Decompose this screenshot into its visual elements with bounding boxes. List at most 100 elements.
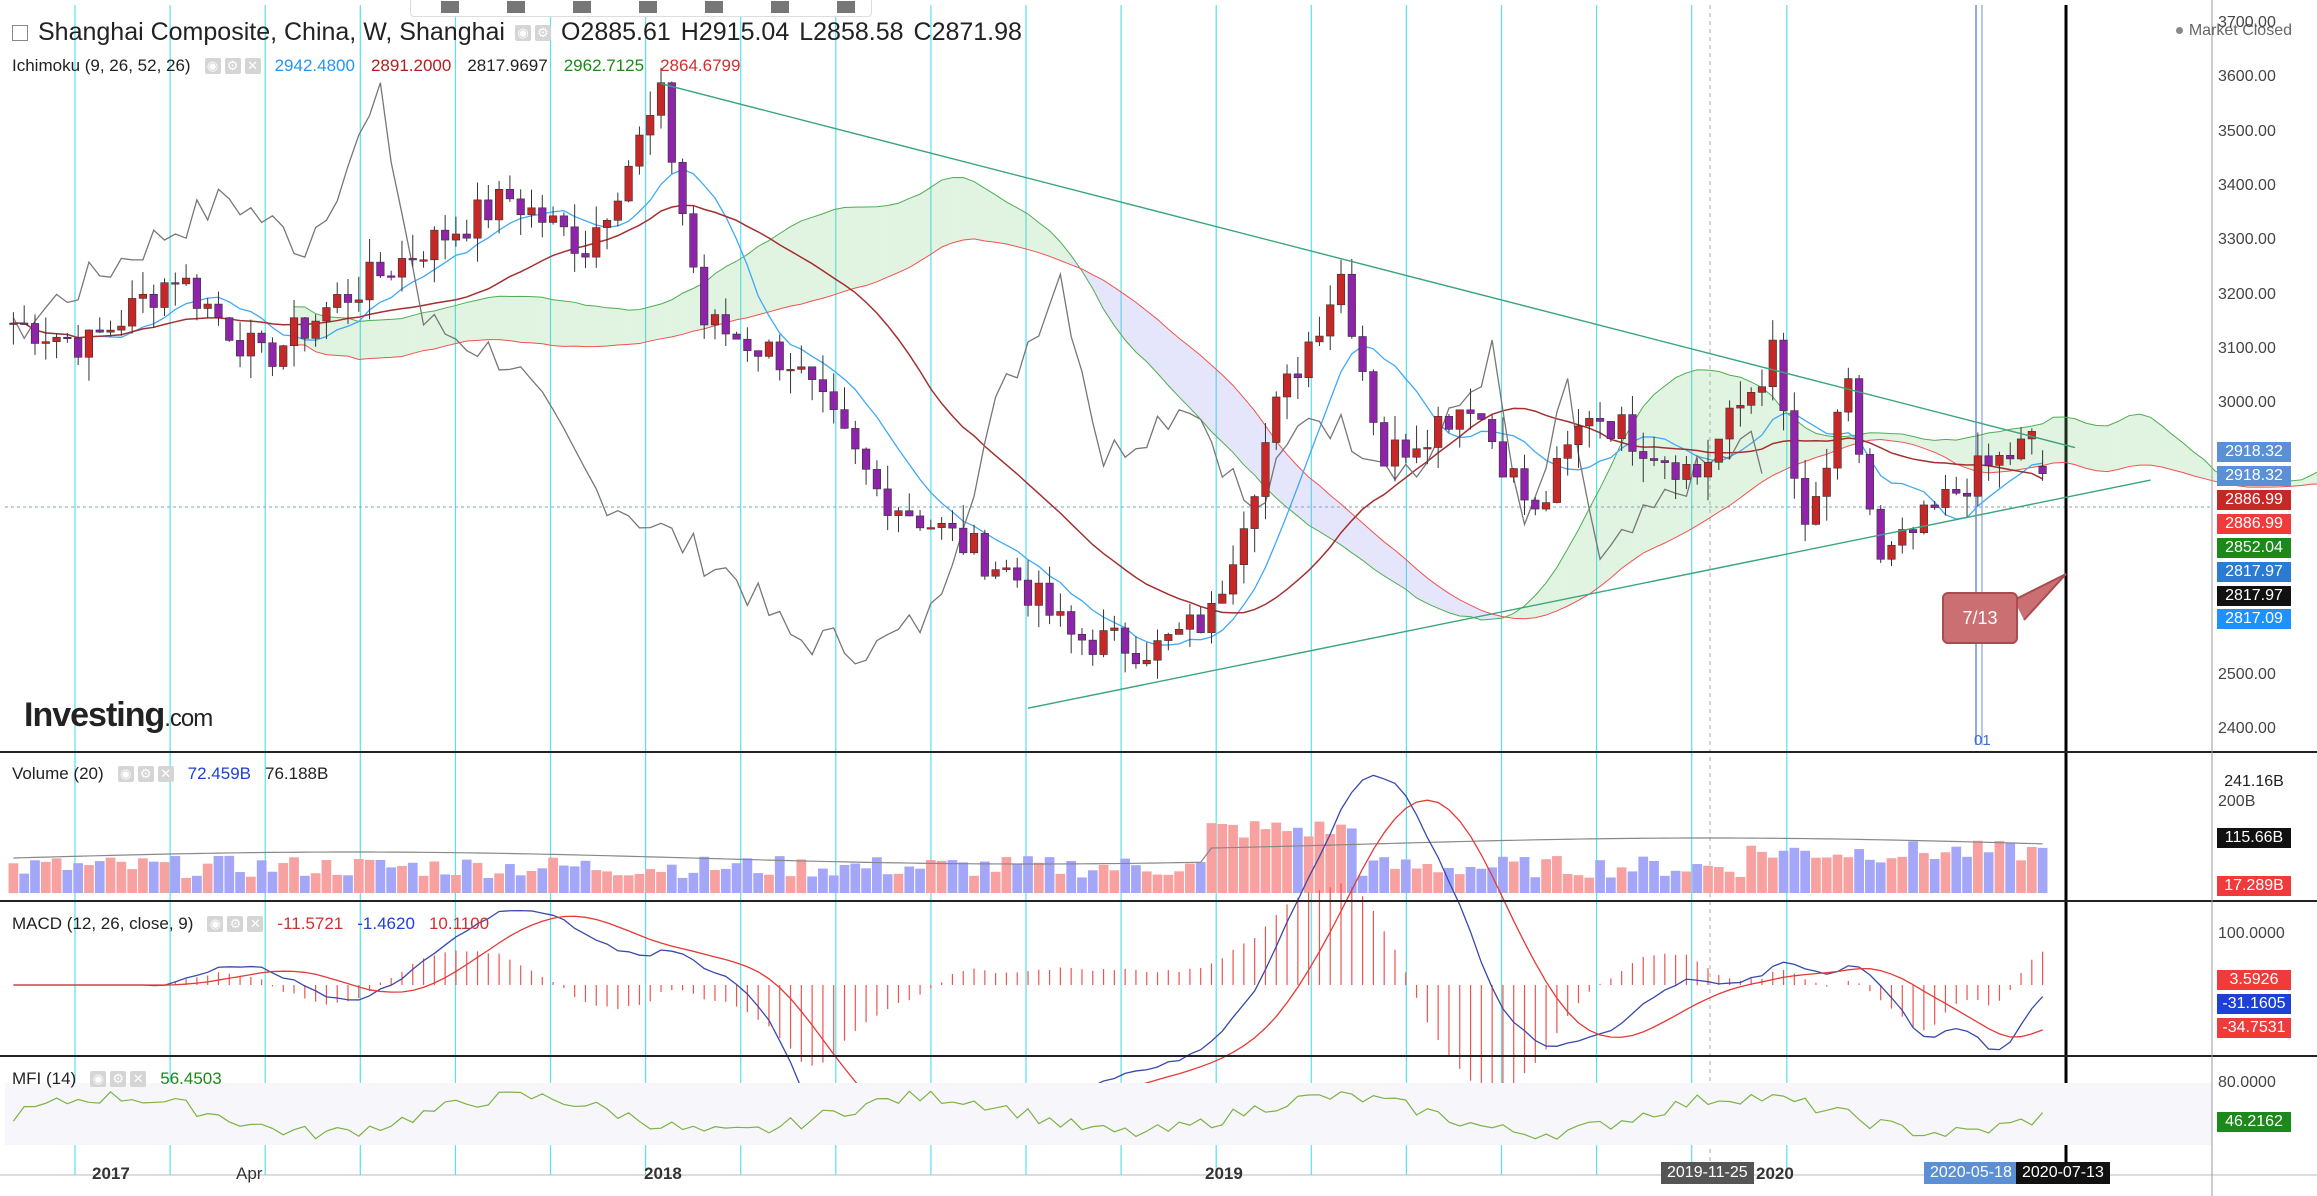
candle bbox=[343, 294, 353, 303]
legend-controls[interactable]: ◉ ⚙ bbox=[514, 24, 551, 41]
drawing-toolbar[interactable] bbox=[410, 0, 872, 17]
cloud-segment bbox=[1092, 274, 1104, 310]
trendlines[interactable] bbox=[660, 83, 2151, 709]
volume-bar bbox=[2037, 847, 2048, 893]
macd-label[interactable]: MACD (12, 26, close, 9) bbox=[12, 914, 194, 933]
volume-bar bbox=[1368, 860, 1379, 893]
collapse-icon[interactable] bbox=[12, 24, 28, 41]
volume-bar bbox=[40, 861, 51, 893]
volume-bar bbox=[1023, 856, 1033, 893]
ohlc-low: L2858.58 bbox=[799, 18, 904, 46]
mfi-controls[interactable]: ◉ ⚙ ✕ bbox=[90, 1071, 147, 1087]
candle bbox=[915, 515, 925, 529]
date-callout[interactable]: 7/13 bbox=[1942, 592, 2018, 644]
volume-bar bbox=[1875, 862, 1886, 893]
cloud-segment bbox=[1028, 214, 1039, 253]
cloud-segment bbox=[736, 254, 748, 320]
volume-bar bbox=[19, 873, 30, 893]
macd-controls[interactable]: ◉ ⚙ ✕ bbox=[207, 916, 264, 932]
candle bbox=[1207, 603, 1216, 633]
candle bbox=[1542, 502, 1551, 510]
volume-label[interactable]: Volume (20) bbox=[12, 764, 104, 783]
volume-bar bbox=[1897, 856, 1908, 893]
ichimoku-label[interactable]: Ichimoku (9, 26, 52, 26) bbox=[12, 56, 191, 75]
volume-bar bbox=[246, 876, 256, 893]
eye-icon: ◉ bbox=[204, 58, 221, 74]
volume-bar bbox=[1465, 867, 1476, 893]
volume-bar bbox=[1724, 871, 1735, 893]
cloud-segment bbox=[1233, 385, 1244, 465]
cloud-segment bbox=[2161, 425, 2173, 470]
ichimoku-value: 2962.7125 bbox=[563, 56, 645, 75]
cloud-segment bbox=[2182, 442, 2194, 476]
volume-bar bbox=[1778, 850, 1789, 893]
brush-icon[interactable] bbox=[441, 1, 459, 13]
volume-bar bbox=[1185, 863, 1195, 893]
candle bbox=[1293, 373, 1302, 379]
cloud-segment bbox=[2301, 474, 2313, 486]
volume-bar bbox=[872, 857, 882, 893]
copy-icon[interactable] bbox=[573, 1, 591, 13]
volume-bar bbox=[267, 871, 278, 893]
cloud-segment bbox=[1373, 532, 1385, 576]
candle bbox=[1444, 416, 1454, 430]
cloud-segment bbox=[2290, 479, 2302, 487]
volume-bar bbox=[774, 856, 785, 893]
volume-bar bbox=[213, 856, 224, 893]
clock-icon[interactable] bbox=[771, 1, 789, 13]
candle bbox=[333, 294, 342, 308]
candle bbox=[862, 448, 871, 470]
volume-bar bbox=[559, 865, 569, 893]
mfi-label[interactable]: MFI (14) bbox=[12, 1069, 77, 1088]
price-tag: 2817.09 bbox=[2217, 609, 2291, 629]
cloud-segment bbox=[1902, 433, 1914, 445]
gear-icon[interactable] bbox=[507, 1, 525, 13]
candle bbox=[1639, 451, 1648, 459]
volume-bar bbox=[321, 860, 332, 893]
candle bbox=[894, 510, 903, 516]
cloud-segment bbox=[563, 301, 575, 347]
ohlc-close: C2871.98 bbox=[913, 18, 1022, 46]
volume-bar bbox=[1476, 868, 1487, 893]
symbol-title[interactable]: Shanghai Composite, China, W, Shanghai bbox=[38, 18, 505, 46]
cloud-segment bbox=[984, 188, 996, 243]
volume-bar bbox=[386, 867, 397, 893]
macd-legend: MACD (12, 26, close, 9) ◉ ⚙ ✕ -11.5721 -1.4… bbox=[12, 914, 489, 934]
mfi-tag: 46.2162 bbox=[2217, 1112, 2291, 1132]
candles[interactable] bbox=[9, 67, 2047, 679]
candle bbox=[473, 199, 482, 239]
trash-icon[interactable] bbox=[837, 1, 855, 13]
volume-bar bbox=[353, 858, 364, 893]
cloud-segment bbox=[2074, 418, 2086, 469]
cloud-segment bbox=[1589, 488, 1601, 595]
cloud-segment bbox=[1945, 439, 1957, 465]
volume-bar bbox=[1994, 840, 2005, 893]
volume-bar bbox=[332, 874, 343, 893]
candle bbox=[365, 261, 374, 301]
volume-bar bbox=[1055, 873, 1066, 893]
price-tick: 3500.00 bbox=[2218, 122, 2276, 140]
volume-bar bbox=[602, 871, 612, 893]
status-dot-icon bbox=[2175, 27, 2183, 35]
volume-bar bbox=[1573, 875, 1584, 893]
candle bbox=[41, 341, 50, 344]
cloud-segment bbox=[2096, 425, 2108, 472]
upload-icon[interactable] bbox=[705, 1, 723, 13]
price-tick: 3100.00 bbox=[2218, 339, 2276, 357]
candle bbox=[1628, 414, 1637, 452]
volume-bar bbox=[1498, 856, 1508, 893]
ichimoku-controls[interactable]: ◉ ⚙ ✕ bbox=[204, 58, 261, 74]
volume-bar bbox=[699, 856, 710, 893]
volume-bar bbox=[1131, 865, 1141, 893]
doc-icon[interactable] bbox=[639, 1, 657, 13]
volume-controls[interactable]: ◉ ⚙ ✕ bbox=[117, 766, 174, 782]
cloud-segment bbox=[628, 309, 640, 345]
volume-bar bbox=[1519, 857, 1530, 893]
resistance-trendline bbox=[660, 83, 2076, 449]
candle bbox=[624, 165, 633, 202]
candle bbox=[581, 253, 590, 258]
cloud-segment bbox=[1427, 578, 1439, 609]
candle bbox=[495, 188, 504, 221]
cloud-segment bbox=[1308, 477, 1320, 532]
